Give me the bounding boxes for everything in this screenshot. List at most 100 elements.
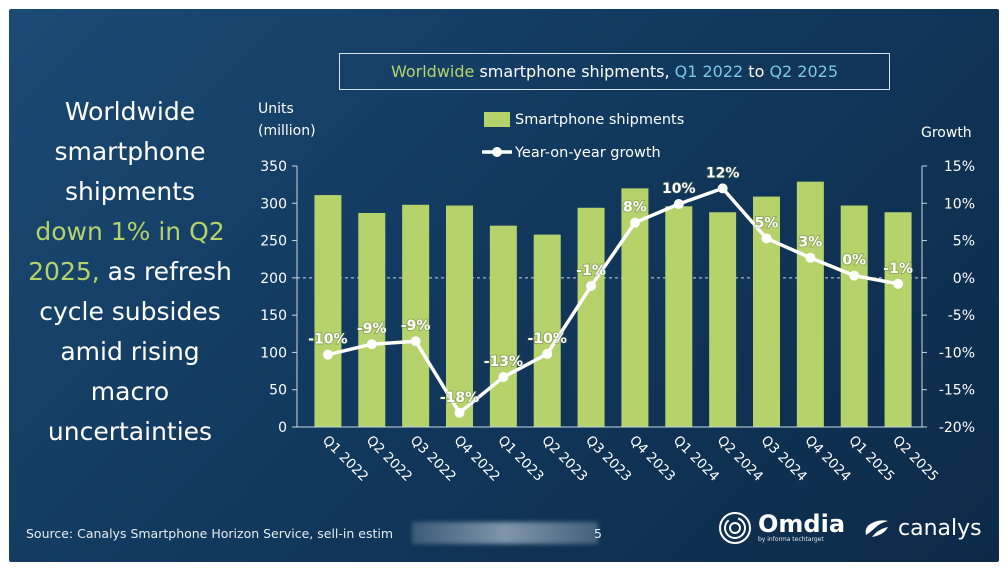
headline-line: amid rising — [60, 337, 200, 366]
growth-point — [454, 407, 465, 418]
right-tick-label: 5% — [953, 234, 975, 250]
growth-data-label: -18% — [440, 390, 479, 406]
x-tick-label: Q2 2022 — [363, 433, 415, 485]
title-part: Q2 2025 — [769, 62, 839, 81]
headline-accent: down 1% in Q2 — [35, 217, 225, 246]
growth-data-label: -10% — [308, 332, 347, 348]
headline-accent-year: 2025, — [28, 257, 100, 286]
x-tick-label: Q4 2022 — [451, 433, 503, 485]
source-note: Source: Canalys Smartphone Horizon Servi… — [26, 526, 394, 541]
shipment-bar — [446, 205, 473, 427]
canalys-logo-icon — [865, 520, 888, 537]
left-tick-label: 250 — [260, 234, 287, 250]
shipment-bar — [314, 195, 342, 427]
growth-point — [717, 183, 728, 194]
shipment-bar — [665, 206, 693, 427]
growth-point — [761, 233, 772, 244]
growth-point — [629, 217, 640, 228]
legend-label: Smartphone shipments — [515, 112, 684, 128]
bars — [314, 181, 912, 427]
omdia-logo-name: Omdia — [758, 510, 846, 538]
shipment-bar — [884, 212, 912, 427]
growth-point — [805, 252, 816, 263]
omdia-logo-icon — [719, 512, 751, 544]
growth-data-label: 10% — [662, 181, 696, 197]
shipment-bar — [621, 188, 649, 427]
headline-line: shipments — [64, 177, 196, 206]
growth-point — [849, 270, 860, 281]
left-axis: 0 50 100 150 200 250 300 350 Units (million) — [258, 101, 316, 436]
canalys-logo: canalys — [862, 512, 982, 544]
x-tick-label: Q3 2024 — [758, 433, 810, 485]
growth-point — [542, 348, 553, 359]
headline-line-rest: as refresh — [99, 257, 232, 286]
x-tick-label: Q3 2022 — [407, 433, 459, 485]
left-tick-label: 50 — [269, 383, 287, 399]
growth-point — [586, 281, 597, 292]
growth-point — [893, 278, 904, 289]
right-axis: -20% -15% -10% -5% 0% 5% 10% 15% Growth — [921, 125, 975, 436]
legend-line-marker — [492, 147, 502, 157]
growth-data-label: 3% — [798, 235, 822, 251]
x-tick-label: Q1 2023 — [495, 433, 547, 485]
x-tick-label: Q2 2024 — [714, 433, 766, 485]
x-tick-label: Q1 2024 — [670, 433, 722, 485]
shipment-bar — [358, 212, 386, 427]
left-tick-label: 150 — [260, 308, 287, 324]
title-part: to — [743, 62, 770, 81]
growth-line: -10% -9% -9% -18% -13% -10% -1% 8% 10% 12% 5% 3% 0% -… — [307, 164, 914, 418]
left-axis-label: Units — [258, 101, 294, 117]
x-tick-label: Q4 2023 — [626, 433, 678, 485]
growth-data-label: -9% — [357, 321, 387, 337]
x-tick-label: Q1 2022 — [319, 433, 371, 485]
shipment-bar — [489, 225, 517, 427]
left-axis-label: (million) — [258, 123, 316, 139]
right-tick-label: 0% — [953, 271, 975, 287]
headline-line: Worldwide — [64, 97, 196, 126]
x-tick-label: Q1 2025 — [845, 433, 897, 485]
right-tick-label: 15% — [944, 159, 975, 175]
x-tick-label: Q4 2024 — [802, 433, 854, 485]
x-tick-label: Q2 2025 — [889, 433, 941, 485]
headline-line: cycle subsides — [39, 297, 221, 326]
growth-data-label: 12% — [706, 165, 740, 181]
right-tick-label: -10% — [939, 345, 975, 361]
growth-data-label: 0% — [842, 253, 866, 269]
growth-point — [410, 336, 421, 347]
headline-line: 2025, as refresh — [20, 252, 240, 292]
source-obscured — [412, 522, 598, 544]
growth-line-path — [327, 186, 899, 415]
growth-data-label: -13% — [484, 354, 523, 370]
shipment-bar — [709, 212, 737, 427]
growth-point — [673, 199, 684, 210]
growth-data-label: -1% — [883, 261, 913, 277]
growth-point — [366, 339, 377, 350]
growth-data-label: 8% — [623, 200, 647, 216]
headline-line: uncertainties — [47, 417, 213, 446]
omdia-logo: Omdia by informa techtarget — [718, 508, 845, 548]
omdia-logo-sub: by informa techtarget — [758, 536, 824, 543]
headline-line: macro — [90, 377, 170, 406]
left-tick-label: 300 — [260, 196, 287, 212]
x-tick-label: Q3 2023 — [582, 433, 634, 485]
left-tick-label: 200 — [260, 271, 287, 287]
source-note-tail: 5 — [594, 526, 602, 541]
shipment-bar — [796, 181, 824, 427]
shipment-bar — [577, 207, 605, 427]
legend-label: Year-on-year growth — [514, 145, 661, 161]
title-part: smartphone shipments, — [474, 62, 675, 81]
shipment-bar — [533, 234, 561, 427]
legend: Smartphone shipments Year-on-year growth — [482, 112, 684, 161]
growth-point — [322, 349, 333, 360]
growth-data-label: -10% — [528, 331, 567, 347]
left-tick-label: 350 — [260, 159, 287, 175]
legend-bar-swatch — [484, 112, 510, 127]
right-tick-label: 10% — [944, 196, 975, 212]
left-tick-label: 0 — [278, 420, 287, 436]
title-part: Q1 2022 — [674, 62, 744, 81]
headline: Worldwide smartphone shipments down 1% i… — [20, 92, 240, 452]
right-axis-label: Growth — [921, 125, 972, 141]
shipment-bar — [840, 205, 868, 427]
